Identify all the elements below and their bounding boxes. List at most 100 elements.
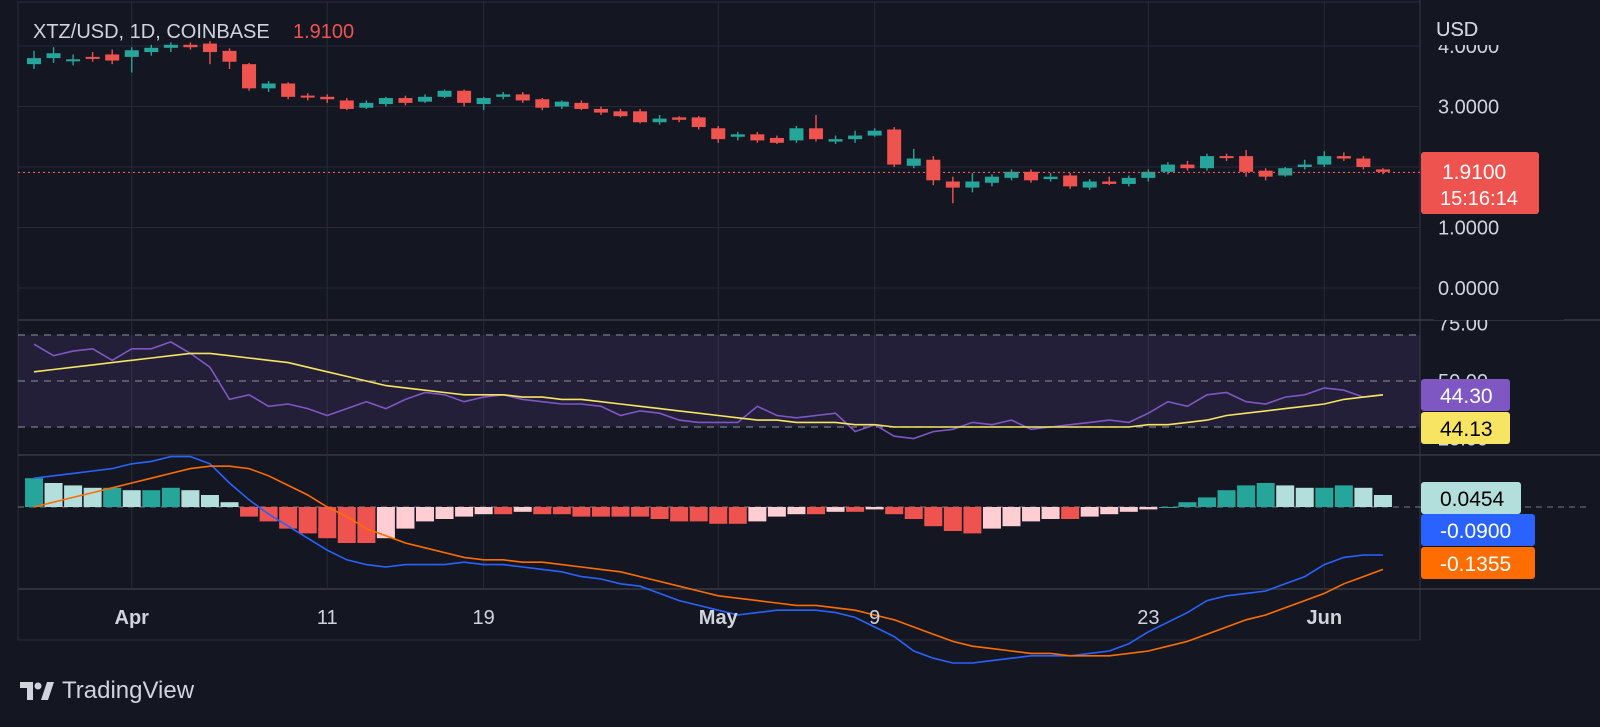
- candle-body: [1102, 181, 1117, 184]
- currency-label: USD: [1436, 19, 1478, 41]
- candle-body: [789, 128, 804, 141]
- macd-histogram-bar: [1198, 497, 1216, 507]
- candle-body: [750, 134, 765, 141]
- candle-body: [809, 128, 823, 140]
- macd-histogram-bar: [787, 507, 806, 515]
- candle-body: [1356, 158, 1371, 167]
- candle-body: [378, 98, 393, 105]
- macd-histogram-bar: [1041, 507, 1060, 519]
- candle-body: [1024, 171, 1039, 181]
- symbol-title: XTZ/USD, 1D, COINBASE: [33, 21, 270, 43]
- macd-histogram-bar: [1373, 495, 1392, 507]
- last-price-badge: [1421, 152, 1539, 214]
- macd-histogram-bar: [709, 507, 728, 524]
- candle-body: [1141, 171, 1156, 178]
- rsi-axis-mask-top: [1434, 300, 1564, 320]
- rsi-pane[interactable]: [18, 334, 1420, 440]
- candle-body: [730, 134, 745, 137]
- macd-histogram-bar: [435, 507, 454, 519]
- macd-histogram-bar: [298, 507, 317, 534]
- macd-histogram-bar: [552, 507, 571, 515]
- footer-brand[interactable]: TradingView: [20, 676, 194, 706]
- candle-body: [1063, 175, 1078, 187]
- macd-histogram-bar: [924, 507, 943, 527]
- macd-histogram-bar: [631, 507, 650, 517]
- candle-body: [769, 137, 784, 143]
- macd-histogram-bar: [200, 495, 219, 507]
- price-pane[interactable]: [18, 41, 1420, 204]
- grid-layer: [17, 0, 1600, 641]
- macd-histogram-bar: [416, 507, 434, 522]
- candle-body: [887, 129, 902, 165]
- macd-histogram-bar: [846, 507, 865, 512]
- rsi-value-badge: [1421, 379, 1510, 411]
- candle-body: [85, 56, 100, 59]
- macd-histogram-bar: [1315, 487, 1334, 507]
- candle-body: [984, 176, 999, 183]
- macd-value-badge: [1421, 514, 1535, 546]
- candle-body: [652, 118, 667, 123]
- macd-histogram-bar: [122, 490, 141, 507]
- candle-body: [1297, 164, 1312, 167]
- candle-body: [418, 96, 432, 102]
- macd-histogram-bar: [650, 507, 669, 519]
- candle-body: [1317, 156, 1332, 165]
- candle-body: [1082, 181, 1097, 188]
- macd-pane[interactable]: [18, 455, 1590, 664]
- signal-value-badge: [1421, 547, 1535, 579]
- macd-histogram-bar: [1354, 487, 1373, 507]
- macd-line: [33, 455, 1383, 664]
- macd-histogram-bar: [83, 487, 102, 507]
- macd-histogram-bar: [1061, 507, 1080, 519]
- candle-body: [437, 90, 452, 97]
- last-price-badge-value: 1.9100: [1442, 161, 1506, 184]
- macd-histogram-bar: [1100, 507, 1119, 515]
- x-tick-label: Apr: [115, 607, 150, 629]
- candle-body: [574, 102, 589, 109]
- macd-histogram-bar: [963, 507, 982, 534]
- candle-body: [1336, 156, 1351, 159]
- candle-body: [242, 64, 257, 89]
- candle-body: [359, 102, 374, 108]
- rsi-value-text: 44.30: [1440, 385, 1493, 408]
- x-tick-label: May: [699, 607, 739, 629]
- macd-histogram-bar: [181, 490, 200, 507]
- header-last-price: 1.9100: [293, 21, 354, 43]
- candle-body: [515, 94, 530, 101]
- macd-histogram-bar: [1119, 507, 1138, 512]
- candle-body: [144, 47, 159, 53]
- candle-body: [476, 98, 491, 105]
- macd-histogram-bar: [376, 507, 395, 539]
- macd-histogram-bar: [357, 507, 376, 543]
- candle-body: [1239, 156, 1254, 172]
- signal-value-text: -0.1355: [1440, 553, 1511, 576]
- candle-body: [163, 44, 178, 48]
- candle-body: [300, 95, 315, 98]
- candle-body: [222, 50, 237, 62]
- macd-histogram-bar: [826, 507, 845, 512]
- rsi-band-fill: [18, 335, 1420, 427]
- histogram-value-text: 0.0454: [1440, 488, 1505, 511]
- candle-body: [848, 135, 863, 140]
- macd-histogram-bar: [572, 507, 591, 517]
- macd-value-text: -0.0900: [1440, 520, 1511, 543]
- candle-body: [1200, 156, 1214, 169]
- macd-histogram-bar: [533, 507, 552, 515]
- macd-histogram-bar: [1158, 507, 1177, 508]
- macd-histogram-bar: [1334, 485, 1353, 507]
- signal-line: [33, 465, 1384, 657]
- candle-body: [1004, 171, 1019, 178]
- candle-body: [906, 158, 921, 166]
- candle-body: [633, 111, 648, 123]
- macd-histogram-bar: [689, 507, 708, 522]
- macd-histogram-bar: [748, 507, 767, 522]
- macd-histogram-bar: [337, 507, 356, 543]
- macd-histogram-bar: [885, 507, 904, 515]
- macd-histogram-bar: [474, 507, 493, 515]
- macd-histogram-bar: [142, 490, 161, 507]
- histogram-value-badge: [1421, 482, 1521, 514]
- candle-body: [926, 159, 941, 181]
